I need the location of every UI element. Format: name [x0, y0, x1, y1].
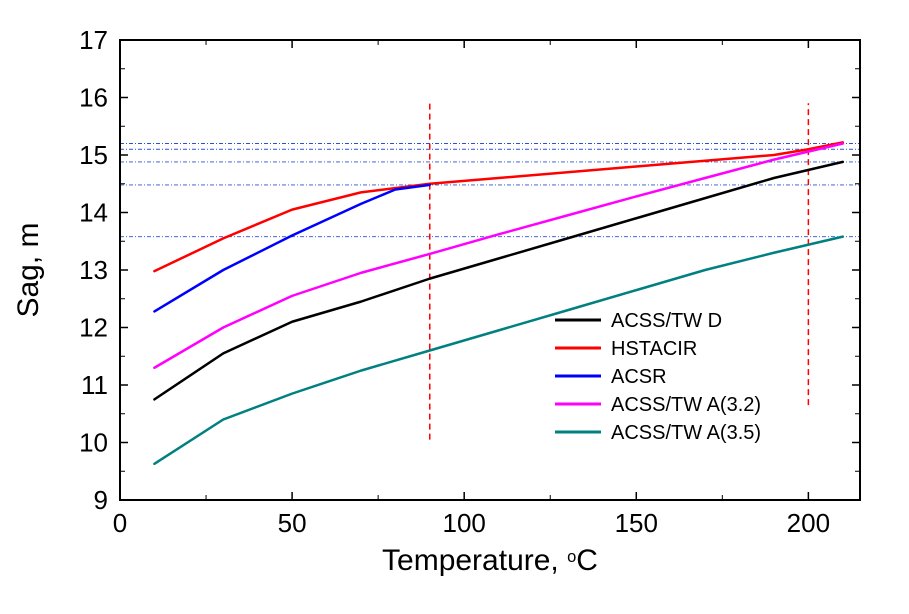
x-tick-label: 100 [442, 508, 485, 538]
y-tick-label: 17 [79, 25, 108, 55]
legend-label: ACSR [611, 366, 667, 388]
legend-label: HSTACIR [611, 338, 697, 360]
y-tick-label: 11 [81, 370, 108, 400]
chart-svg: 0 50 100 150 200 9 10 11 12 13 14 15 16 17 Temperature… [0, 0, 909, 614]
x-tick-label: 50 [278, 508, 307, 538]
y-tick-label: 13 [79, 255, 108, 285]
sag-vs-temperature-chart: 0 50 100 150 200 9 10 11 12 13 14 15 16 17 Temperature… [0, 0, 909, 614]
legend-label: ACSS/TW A(3.2) [611, 394, 761, 416]
legend-label: ACSS/TW D [611, 310, 722, 332]
y-tick-label: 10 [79, 428, 108, 458]
y-tick-label: 12 [79, 313, 108, 343]
x-tick-label: 200 [787, 508, 830, 538]
y-tick-label: 15 [79, 140, 108, 170]
x-axis-label: Temperature, oC [382, 544, 598, 577]
legend-label: ACSS/TW A(3.5) [611, 422, 761, 444]
x-tick-label: 150 [615, 508, 658, 538]
y-tick-label: 9 [94, 485, 108, 515]
y-tick-label: 14 [79, 198, 108, 228]
y-axis-label: Sag, m [12, 222, 45, 317]
x-tick-label: 0 [113, 508, 127, 538]
y-tick-label: 16 [79, 83, 108, 113]
